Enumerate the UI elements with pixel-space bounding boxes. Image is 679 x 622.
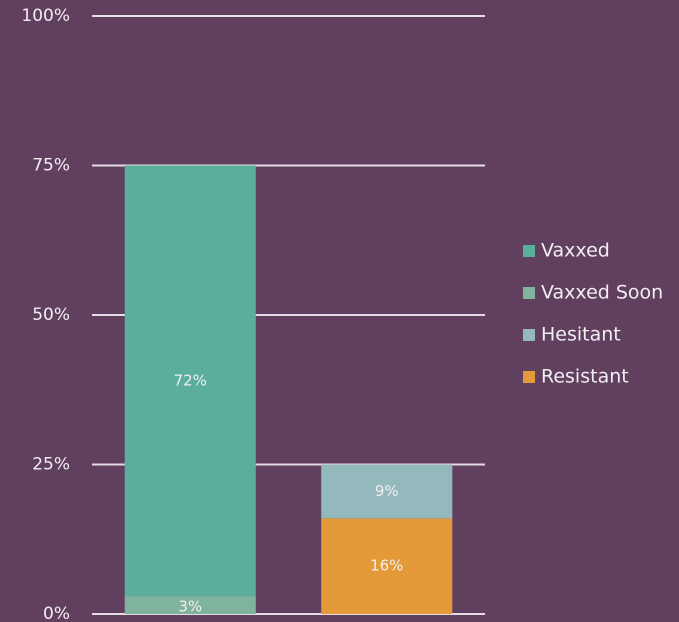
bar-segment [124,165,256,597]
y-tick-label: 25% [32,455,70,475]
legend-label: Resistant [541,366,629,388]
legend-swatch [523,287,535,299]
y-tick-label: 50% [32,305,70,325]
legend-swatch [523,245,535,257]
legend-label: Vaxxed [541,240,610,262]
data-label: 16% [370,557,403,575]
y-tick-label: 75% [32,156,70,176]
data-label: 72% [174,371,207,389]
data-label: 9% [375,482,399,500]
bar-segment [321,464,453,519]
bar-segment [321,518,453,614]
y-tick-label: 100% [21,6,70,26]
legend-label: Vaxxed Soon [541,282,663,304]
bar-segment [124,596,256,614]
data-label: 3% [178,598,202,616]
legend-label: Hesitant [541,324,621,346]
legend-swatch [523,329,535,341]
y-tick-label: 0% [43,604,70,622]
legend-swatch [523,371,535,383]
